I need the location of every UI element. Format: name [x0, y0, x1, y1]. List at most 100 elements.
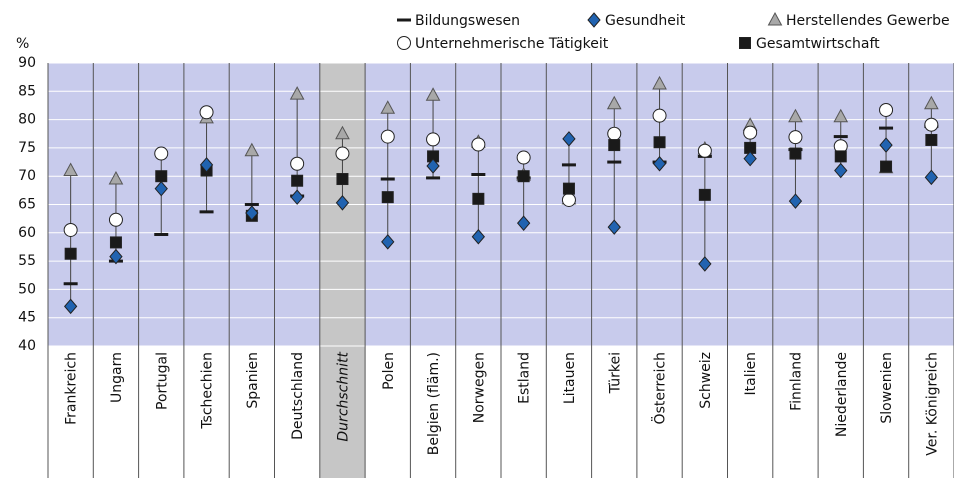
diamond-marker — [199, 157, 214, 173]
square-marker — [291, 174, 304, 187]
triangle-marker — [244, 142, 260, 157]
square-marker — [381, 191, 394, 204]
diamond-marker — [245, 205, 259, 221]
square-marker — [834, 150, 847, 163]
x-tick-label: Finnland — [788, 352, 804, 411]
y-tick-label: 90 — [18, 55, 36, 71]
square-marker — [698, 188, 711, 201]
dash-marker — [154, 232, 169, 236]
square-marker — [336, 173, 349, 186]
x-tick-label: Ungarn — [109, 352, 125, 403]
x-tick-label: Slowenien — [879, 352, 895, 424]
circle-marker — [788, 130, 803, 145]
x-tick-label: Durchschnitt — [335, 351, 351, 441]
dash-marker — [879, 126, 894, 130]
dash-marker — [833, 135, 848, 139]
triangle-marker — [335, 125, 350, 140]
square-marker — [739, 37, 751, 49]
square-marker — [109, 236, 122, 249]
legend-label: Herstellendes Gewerbe — [786, 13, 950, 29]
diamond-marker — [426, 158, 440, 174]
square-marker — [789, 147, 802, 160]
diamond-marker — [335, 195, 350, 211]
diamond-marker — [381, 234, 395, 250]
square-marker — [608, 139, 621, 152]
diamond-marker — [109, 248, 123, 265]
y-tick-label: 45 — [18, 310, 36, 326]
circle-marker — [516, 150, 531, 165]
circle-marker — [335, 146, 350, 161]
y-tick-label: 75 — [18, 140, 36, 156]
circle-marker — [879, 102, 894, 117]
triangle-marker — [108, 170, 124, 185]
circle-marker — [108, 212, 123, 227]
triangle-marker — [767, 11, 783, 26]
y-tick-label: 50 — [18, 281, 36, 297]
diamond-marker — [290, 189, 304, 205]
circle-marker — [199, 105, 214, 120]
x-tick-label: Norwegen — [471, 352, 487, 423]
circle-marker — [154, 146, 169, 161]
x-tick-label: Türkei — [607, 352, 623, 394]
square-marker — [925, 133, 938, 146]
circle-marker — [471, 137, 486, 152]
square-marker — [880, 160, 893, 173]
x-tick-label: Belgien (fläm.) — [426, 352, 442, 455]
triangle-marker — [924, 95, 939, 110]
diamond-marker — [562, 131, 576, 147]
y-tick-label: 70 — [18, 168, 36, 184]
x-tick-label: Estland — [517, 352, 533, 404]
x-tick-label: Litauen — [562, 352, 578, 404]
y-tick-label: 60 — [18, 225, 36, 241]
triangle-marker — [425, 87, 441, 101]
dash-marker — [561, 163, 576, 167]
x-tick-label: Ver. Königreich — [924, 352, 940, 456]
y-tick-label: 40 — [18, 338, 36, 354]
triangle-marker — [289, 86, 305, 100]
diamond-marker — [154, 180, 168, 197]
diamond-marker — [834, 162, 848, 179]
circle-marker — [652, 108, 667, 123]
diamond-marker — [63, 298, 78, 315]
legend-label: Gesamtwirtschaft — [756, 36, 880, 52]
y-tick-label: 80 — [18, 112, 36, 128]
x-tick-label: Spanien — [245, 352, 261, 409]
diamond-marker — [607, 219, 621, 235]
circle-marker — [426, 132, 441, 147]
y-tick-label: 55 — [18, 253, 36, 269]
square-marker — [517, 170, 530, 183]
square-marker — [472, 192, 485, 205]
diamond-marker — [587, 12, 601, 28]
x-tick-label: Portugal — [154, 352, 170, 410]
legend-label: Bildungswesen — [415, 13, 520, 29]
triangle-marker — [380, 100, 396, 114]
diamond-marker — [698, 256, 712, 272]
circle-marker — [380, 129, 395, 144]
circle-marker — [743, 125, 758, 140]
diamond-marker — [471, 228, 486, 245]
diamond-marker — [516, 215, 531, 231]
square-marker — [155, 170, 168, 183]
legend-label: Gesundheit — [605, 13, 686, 29]
circle-marker — [697, 143, 712, 158]
triangle-marker — [606, 95, 622, 110]
circle-marker — [63, 222, 78, 237]
dash-marker — [397, 18, 411, 22]
circle-marker — [290, 156, 305, 171]
dash-marker — [380, 177, 395, 181]
y-axis-label: % — [16, 36, 29, 52]
diamond-marker — [652, 155, 667, 172]
diamond-marker — [743, 150, 757, 167]
x-tick-label: Polen — [381, 352, 397, 390]
circle-marker — [607, 126, 622, 141]
y-tick-label: 85 — [18, 83, 36, 99]
y-tick-label: 65 — [18, 197, 36, 213]
dash-marker — [426, 176, 441, 180]
legend-label: Unternehmerische Tätigkeit — [415, 36, 609, 52]
x-tick-label: Frankreich — [64, 352, 80, 425]
x-tick-label: Niederlande — [834, 352, 850, 437]
dash-marker — [199, 210, 214, 214]
diamond-marker — [879, 137, 893, 153]
dash-marker — [471, 173, 486, 177]
